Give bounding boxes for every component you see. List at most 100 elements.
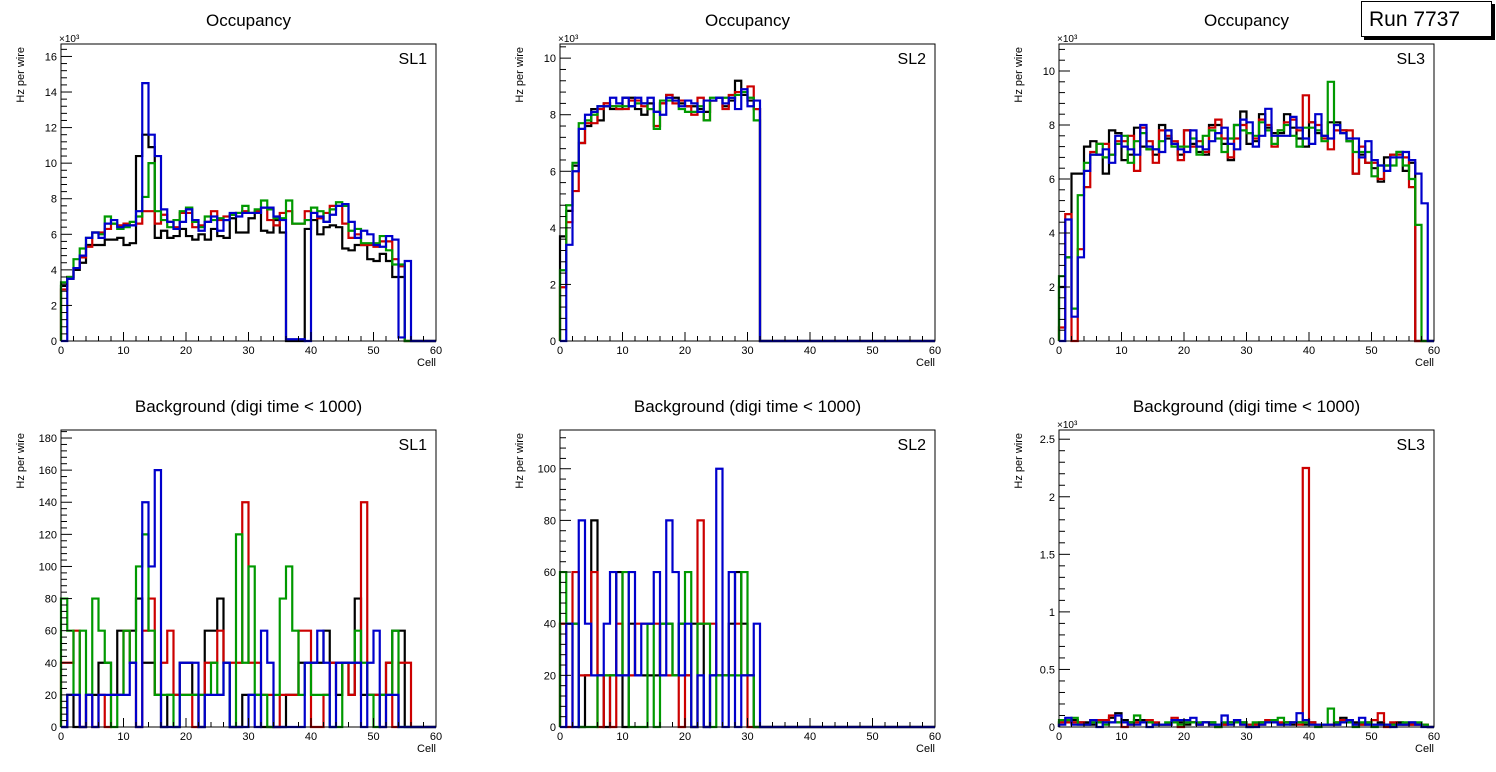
x-tick-label: 20	[1178, 345, 1190, 357]
x-tick-label: 20	[679, 345, 691, 357]
y-tick-label: 6	[550, 166, 556, 178]
y-tick-label: 20	[544, 670, 556, 682]
x-tick-label: 20	[1178, 731, 1190, 743]
x-tick-label: 60	[1428, 345, 1440, 357]
plot-frame	[60, 43, 437, 342]
x-tick-label: 30	[242, 345, 254, 357]
x-axis-label: Cell	[417, 743, 436, 755]
series-line-blue	[560, 88, 935, 343]
y-tick-label: 4	[1049, 228, 1055, 240]
series-line-green	[59, 162, 436, 343]
x-tick-label: 0	[58, 731, 64, 743]
x-tick-label: 0	[557, 731, 563, 743]
y-tick-label: 0	[1049, 722, 1055, 734]
x-tick-label: 60	[929, 345, 941, 357]
y-tick-label: 2	[550, 279, 556, 291]
x-tick-label: 20	[180, 345, 192, 357]
y-tick-label: 6	[51, 229, 57, 241]
y-tick-label: 8	[550, 110, 556, 122]
series-line-red	[558, 85, 935, 343]
x-axis-label: Cell	[1415, 357, 1434, 369]
x-tick-label: 60	[1428, 731, 1440, 743]
y-axis-label: Hz per wire	[15, 433, 27, 489]
y-axis-multiplier: ×10³	[1057, 420, 1078, 431]
superlayer-label: SL2	[898, 51, 927, 68]
y-tick-label: 100	[538, 464, 556, 476]
x-axis-label: Cell	[916, 743, 935, 755]
y-axis-multiplier: ×10³	[1057, 34, 1078, 45]
x-tick-label: 50	[866, 345, 878, 357]
x-tick-label: 50	[367, 731, 379, 743]
y-tick-label: 40	[45, 658, 57, 670]
y-tick-label: 6	[1049, 174, 1055, 186]
x-tick-label: 10	[1115, 731, 1127, 743]
y-tick-label: 10	[1043, 66, 1055, 78]
series-line-blue	[1059, 107, 1434, 343]
y-tick-label: 180	[39, 433, 57, 445]
chart-title: Background (digi time < 1000)	[1133, 397, 1360, 416]
y-tick-label: 0.5	[1040, 664, 1055, 676]
y-tick-label: 20	[45, 690, 57, 702]
y-tick-label: 0	[1049, 336, 1055, 348]
chart-title: Occupancy	[1204, 11, 1290, 30]
y-axis-label: Hz per wire	[1013, 433, 1025, 489]
y-tick-label: 60	[544, 567, 556, 579]
x-tick-label: 20	[679, 731, 691, 743]
x-tick-label: 0	[1056, 345, 1062, 357]
x-tick-label: 30	[1240, 345, 1252, 357]
chart-title: Background (digi time < 1000)	[135, 397, 362, 416]
x-tick-label: 30	[242, 731, 254, 743]
x-tick-label: 10	[616, 345, 628, 357]
superlayer-label: SL3	[1397, 51, 1426, 68]
x-tick-label: 50	[1365, 731, 1377, 743]
y-tick-label: 8	[1049, 120, 1055, 132]
x-tick-label: 0	[557, 345, 563, 357]
y-axis-label: Hz per wire	[1013, 47, 1025, 103]
y-tick-label: 10	[544, 53, 556, 65]
y-tick-label: 4	[550, 223, 556, 235]
plot-frame	[1058, 429, 1435, 728]
x-tick-label: 0	[1056, 731, 1062, 743]
x-axis-label: Cell	[916, 357, 935, 369]
x-axis-label: Cell	[417, 357, 436, 369]
series-line-blue	[1057, 712, 1434, 729]
y-axis-label: Hz per wire	[514, 433, 526, 489]
y-axis-label: Hz per wire	[514, 47, 526, 103]
histogram-panel-6: Background (digi time < 1000)0 10 20 30 40 50…	[1013, 397, 1440, 755]
superlayer-label: SL3	[1397, 437, 1426, 454]
y-tick-label: 80	[544, 515, 556, 527]
y-tick-label: 0	[51, 336, 57, 348]
x-tick-label: 40	[305, 345, 317, 357]
plot-frame	[1058, 43, 1435, 342]
y-tick-label: 80	[45, 594, 57, 606]
y-tick-label: 2.5	[1040, 434, 1055, 446]
x-tick-label: 40	[1303, 731, 1315, 743]
y-tick-label: 140	[39, 497, 57, 509]
y-tick-label: 100	[39, 561, 57, 573]
y-tick-label: 14	[45, 87, 57, 99]
x-tick-label: 40	[804, 731, 816, 743]
histogram-panel-4: Background (digi time < 1000) 0 10 20 30 40 50…	[15, 397, 442, 755]
x-tick-label: 10	[117, 345, 129, 357]
x-tick-label: 40	[804, 345, 816, 357]
x-tick-label: 10	[616, 731, 628, 743]
chart-title: Occupancy	[705, 11, 791, 30]
y-tick-label: 40	[544, 619, 556, 631]
series-line-blue	[61, 82, 436, 343]
histogram-panel-5: Background (digi time < 1000) 0 10 20 30 40 50…	[514, 397, 941, 755]
y-axis-label: Hz per wire	[15, 47, 27, 103]
x-tick-label: 10	[1115, 345, 1127, 357]
y-axis-multiplier: ×10³	[59, 34, 80, 45]
x-tick-label: 60	[929, 731, 941, 743]
histogram-panel-3: Occupancy 0 10 20 30 40 50 60 0 2 4 6 8 10 ×10³ Cell Hz …	[1013, 11, 1440, 369]
chart-title: Background (digi time < 1000)	[634, 397, 861, 416]
y-tick-label: 8	[51, 194, 57, 206]
x-tick-label: 50	[866, 731, 878, 743]
y-tick-label: 4	[51, 265, 57, 277]
y-tick-label: 10	[45, 158, 57, 170]
y-tick-label: 2	[1049, 282, 1055, 294]
x-axis-label: Cell	[1415, 743, 1434, 755]
y-tick-label: 0	[51, 722, 57, 734]
